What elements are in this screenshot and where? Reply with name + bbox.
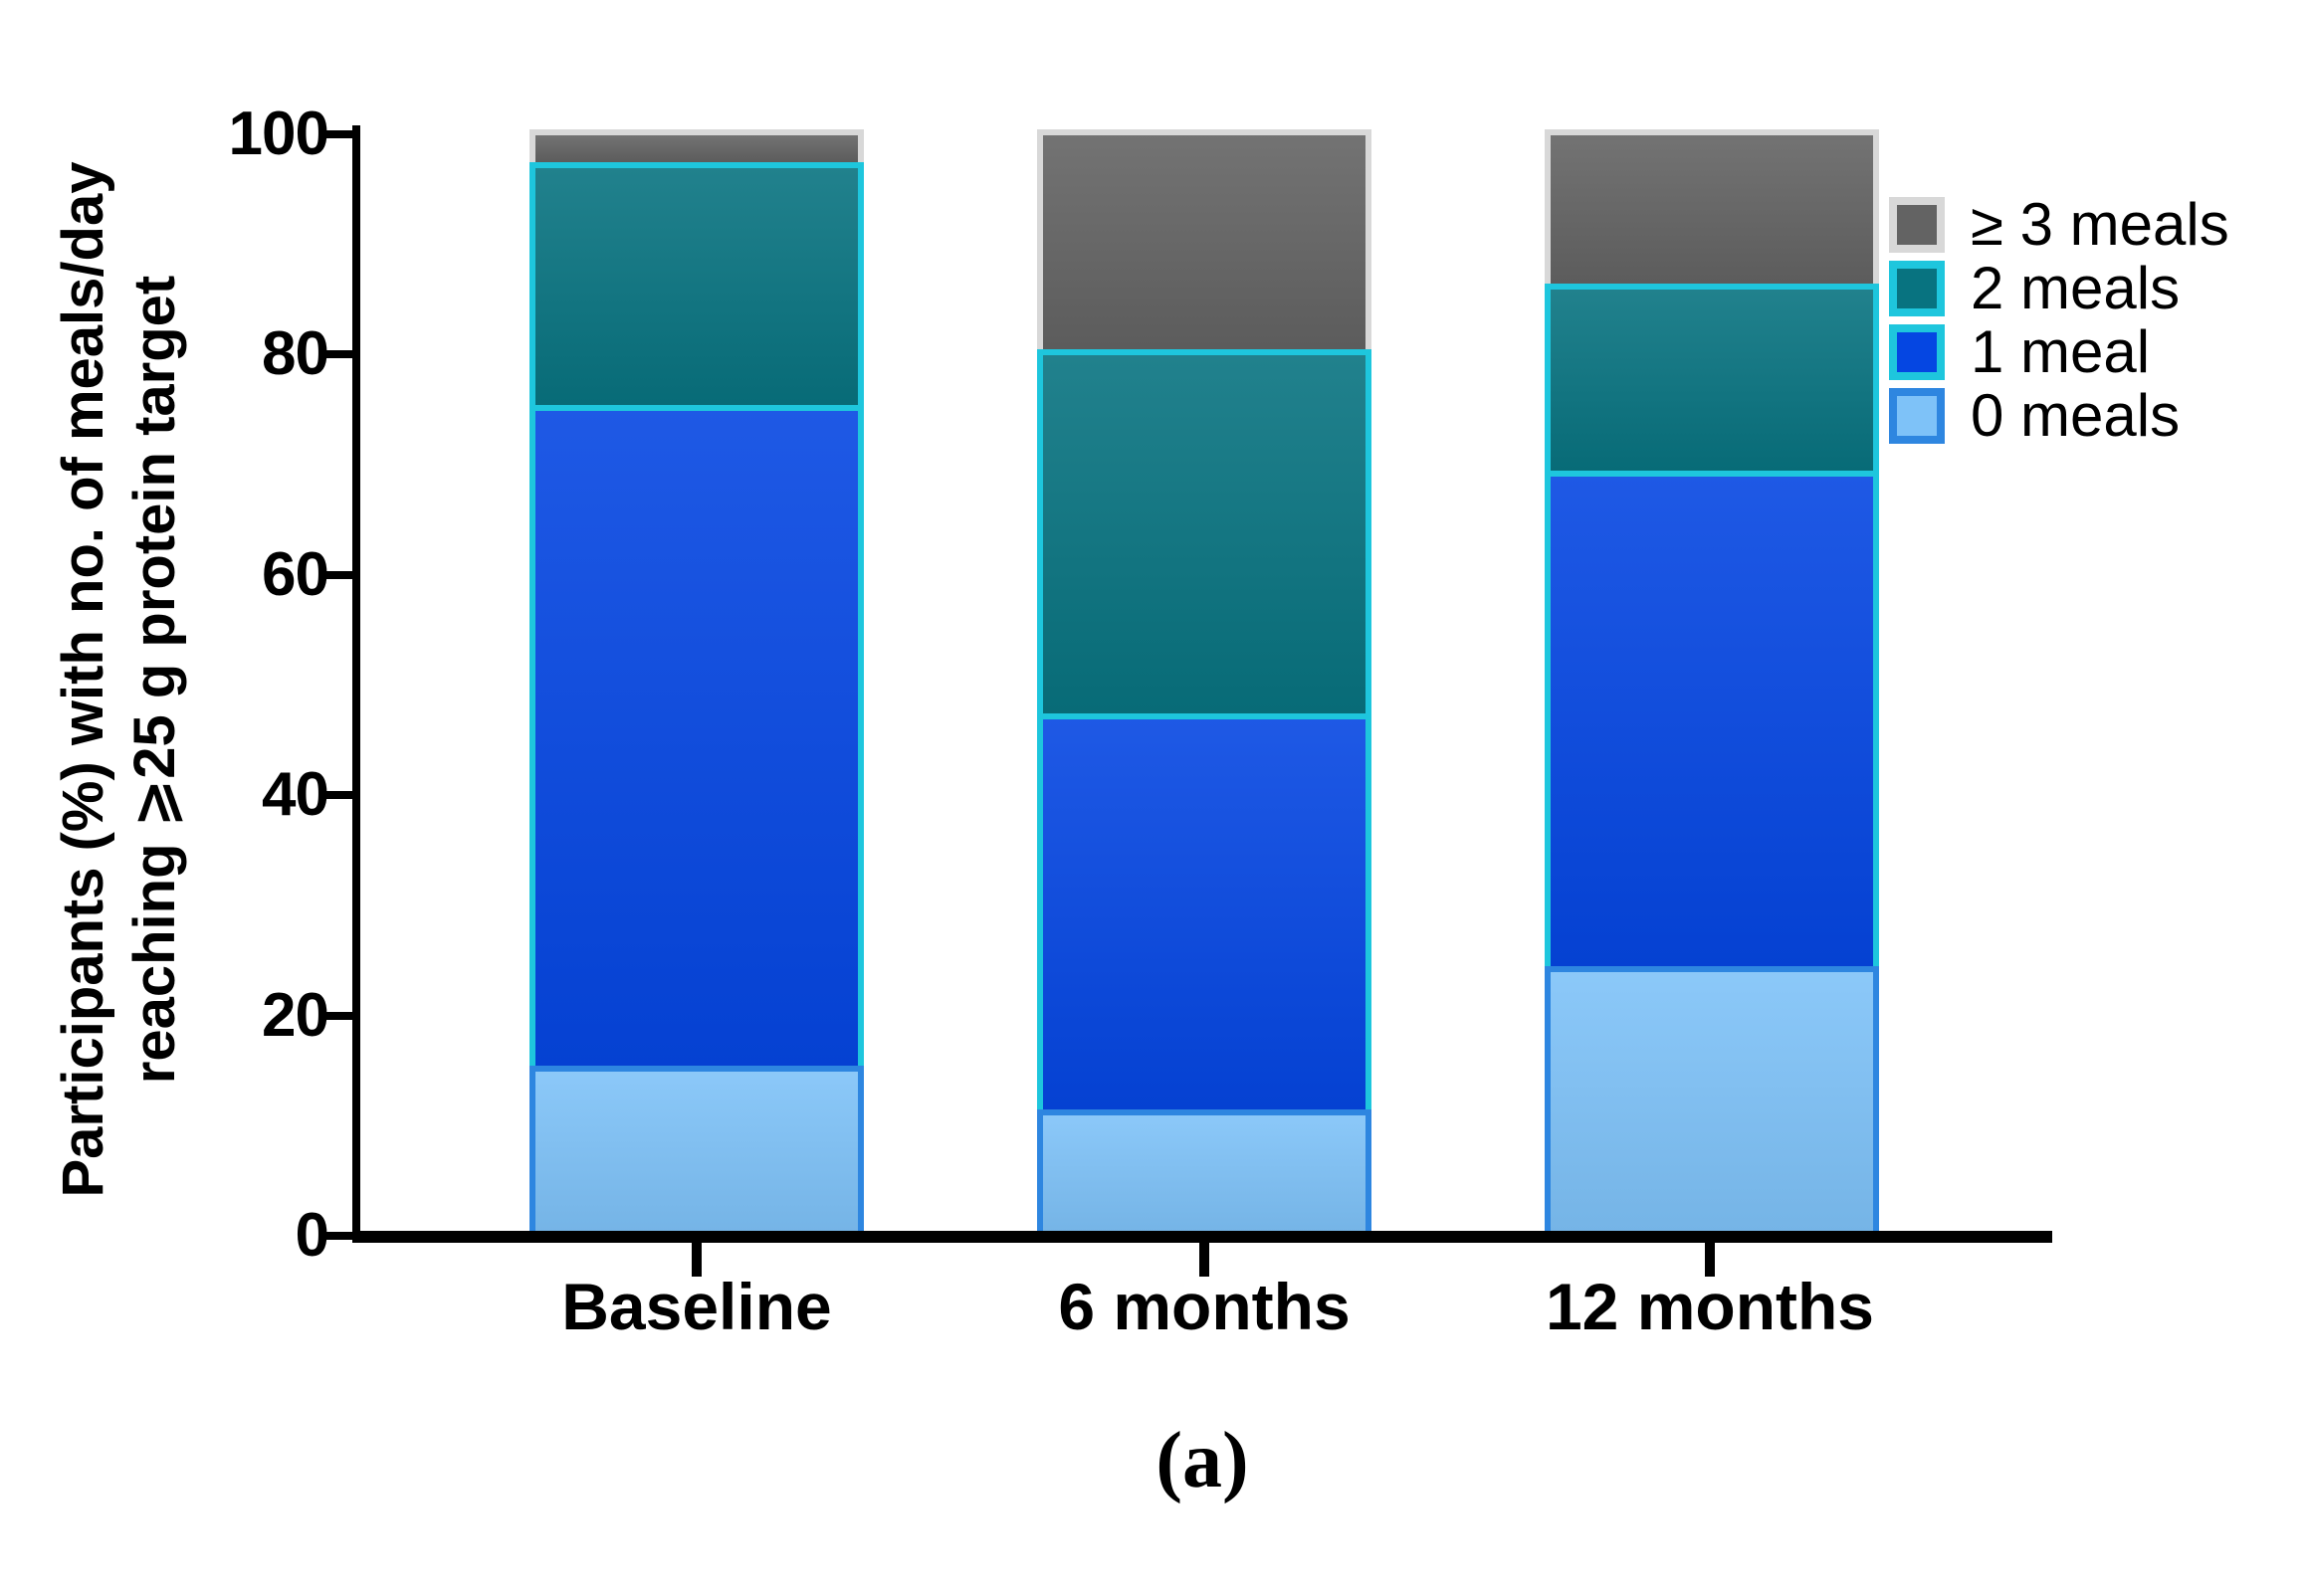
bar-12-months <box>1545 129 1879 1231</box>
bar-segment-0-meals <box>529 1065 864 1231</box>
y-axis-tick <box>324 1011 352 1020</box>
legend-swatch <box>1889 197 1945 253</box>
y-tick-label: 40 <box>262 760 329 830</box>
y-axis-tick <box>324 791 352 800</box>
y-axis-title-line1: Participants (%) with no. of meals/day <box>51 161 115 1198</box>
bar-baseline <box>529 129 864 1231</box>
bar-segment--3-meals <box>1037 129 1371 350</box>
bar-segment-0-meals <box>1545 966 1879 1231</box>
x-category-label: Baseline <box>561 1270 832 1343</box>
y-tick-label: 80 <box>262 319 329 389</box>
legend-item: 2 meals <box>1889 255 2229 321</box>
y-axis-tick <box>324 1232 352 1240</box>
y-axis-title: Participants (%) with no. of meals/day r… <box>48 66 207 1294</box>
legend-item: ≥ 3 meals <box>1889 191 2229 258</box>
bar-segment-1-meal <box>529 404 864 1066</box>
y-axis-tick <box>324 350 352 359</box>
bar-segment-2-meals <box>1037 349 1371 713</box>
x-category-label: 12 months <box>1545 1270 1875 1343</box>
bar-segment--3-meals <box>529 129 864 163</box>
legend-swatch <box>1889 324 1945 380</box>
figure-caption: (a) <box>1155 1417 1249 1504</box>
y-tick-label: 100 <box>228 100 329 168</box>
bar-segment-0-meals <box>1037 1109 1371 1231</box>
y-tick-label: 0 <box>295 1201 329 1270</box>
legend-item: 0 meals <box>1889 382 2229 449</box>
y-tick-label: 20 <box>262 980 329 1050</box>
legend-label: 2 meals <box>1971 255 2181 321</box>
legend-label: ≥ 3 meals <box>1971 191 2229 258</box>
bar-segment-1-meal <box>1037 712 1371 1110</box>
bar-segment-2-meals <box>529 162 864 405</box>
legend-swatch <box>1889 388 1945 444</box>
y-axis-tick <box>324 130 352 138</box>
bar-segment-1-meal <box>1545 471 1879 967</box>
legend: ≥ 3 meals 2 meals 1 meal 0 meals <box>1889 191 2229 449</box>
y-axis-tick <box>324 570 352 579</box>
legend-label: 1 meal <box>1971 318 2151 385</box>
y-axis-title-line2: reaching ⩾25 g protein target <box>122 275 187 1085</box>
legend-item: 1 meal <box>1889 318 2229 385</box>
legend-swatch <box>1889 261 1945 316</box>
x-axis-line <box>352 1231 2052 1243</box>
x-axis-tick <box>692 1243 702 1277</box>
x-category-label: 6 months <box>1058 1270 1351 1343</box>
legend-label: 0 meals <box>1971 382 2181 449</box>
x-axis-tick <box>1705 1243 1715 1277</box>
bar-segment--3-meals <box>1545 129 1879 284</box>
y-axis-line <box>352 125 360 1243</box>
bar-6-months <box>1037 129 1371 1231</box>
x-axis-tick <box>1199 1243 1209 1277</box>
y-tick-label: 60 <box>262 539 329 609</box>
bar-segment-2-meals <box>1545 284 1879 472</box>
